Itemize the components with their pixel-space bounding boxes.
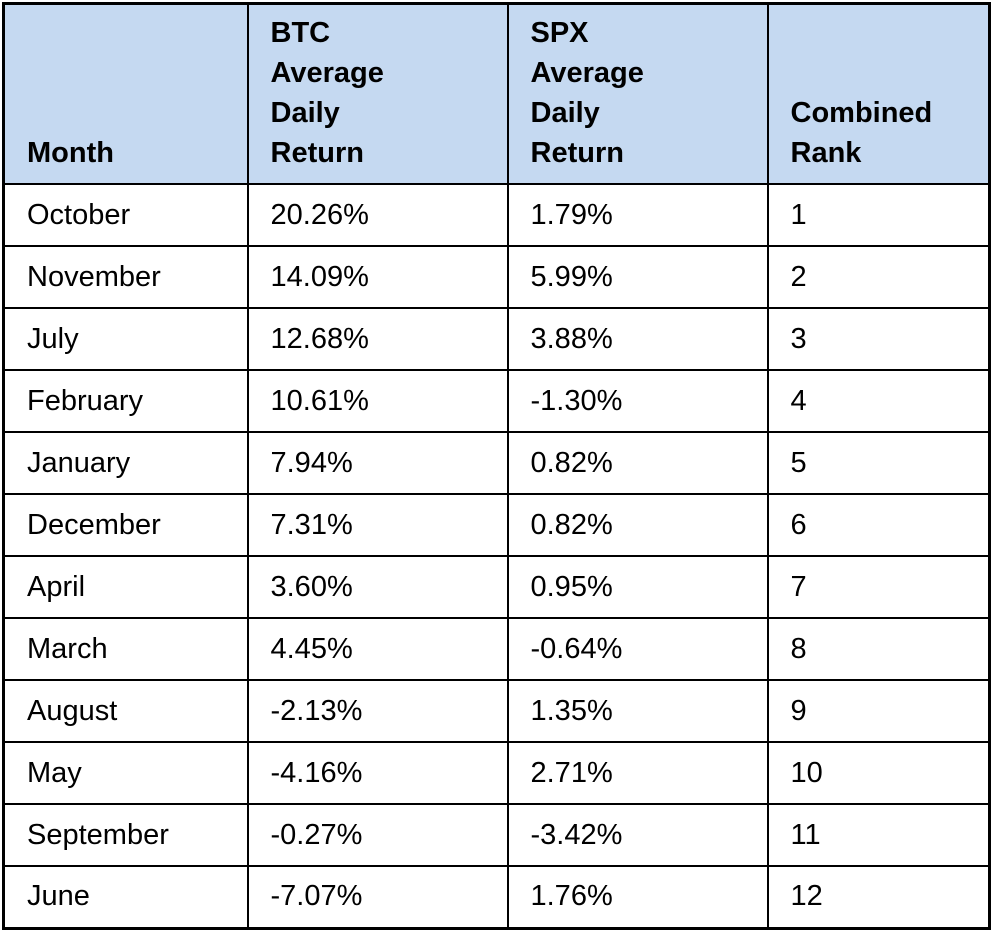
cell-btc-return: 7.94% <box>246 431 509 495</box>
cell-btc-return: 4.45% <box>246 617 509 681</box>
cell-month: March <box>2 617 249 681</box>
cell-rank: 10 <box>766 741 991 805</box>
cell-month: November <box>2 245 249 309</box>
table-body: October 20.26% 1.79% 1 November 14.09% 5… <box>2 183 991 929</box>
cell-month: September <box>2 803 249 867</box>
col-header-combined-rank: Combined Rank <box>766 2 991 185</box>
table-header: Month BTC Average Daily Return SPX Avera… <box>2 2 991 185</box>
table-row: November 14.09% 5.99% 2 <box>2 245 991 309</box>
cell-btc-return: 12.68% <box>246 307 509 371</box>
cell-month: December <box>2 493 249 557</box>
cell-month: July <box>2 307 249 371</box>
cell-rank: 8 <box>766 617 991 681</box>
table-row: June -7.07% 1.76% 12 <box>2 865 991 929</box>
cell-spx-return: 0.82% <box>506 431 769 495</box>
cell-spx-return: 3.88% <box>506 307 769 371</box>
cell-btc-return: -0.27% <box>246 803 509 867</box>
cell-btc-return: -7.07% <box>246 865 509 929</box>
cell-btc-return: -4.16% <box>246 741 509 805</box>
cell-btc-return: 20.26% <box>246 183 509 247</box>
table-row: March 4.45% -0.64% 8 <box>2 617 991 681</box>
table-row: May -4.16% 2.71% 10 <box>2 741 991 805</box>
col-header-btc-return: BTC Average Daily Return <box>246 2 509 185</box>
cell-btc-return: 14.09% <box>246 245 509 309</box>
cell-rank: 4 <box>766 369 991 433</box>
cell-rank: 3 <box>766 307 991 371</box>
cell-month: January <box>2 431 249 495</box>
cell-spx-return: -3.42% <box>506 803 769 867</box>
cell-rank: 5 <box>766 431 991 495</box>
table-row: April 3.60% 0.95% 7 <box>2 555 991 619</box>
table-row: August -2.13% 1.35% 9 <box>2 679 991 743</box>
cell-spx-return: 5.99% <box>506 245 769 309</box>
col-header-spx-return: SPX Average Daily Return <box>506 2 769 185</box>
cell-btc-return: 3.60% <box>246 555 509 619</box>
table-row: February 10.61% -1.30% 4 <box>2 369 991 433</box>
cell-spx-return: 2.71% <box>506 741 769 805</box>
cell-spx-return: 0.95% <box>506 555 769 619</box>
cell-spx-return: -1.30% <box>506 369 769 433</box>
cell-spx-return: 1.79% <box>506 183 769 247</box>
cell-month: February <box>2 369 249 433</box>
cell-rank: 11 <box>766 803 991 867</box>
header-row: Month BTC Average Daily Return SPX Avera… <box>2 2 991 185</box>
cell-spx-return: 1.76% <box>506 865 769 929</box>
cell-rank: 9 <box>766 679 991 743</box>
cell-month: August <box>2 679 249 743</box>
table-row: January 7.94% 0.82% 5 <box>2 431 991 495</box>
cell-btc-return: 10.61% <box>246 369 509 433</box>
table-row: September -0.27% -3.42% 11 <box>2 803 991 867</box>
cell-rank: 1 <box>766 183 991 247</box>
cell-spx-return: 1.35% <box>506 679 769 743</box>
table-row: July 12.68% 3.88% 3 <box>2 307 991 371</box>
cell-month: October <box>2 183 249 247</box>
cell-month: June <box>2 865 249 929</box>
table-row: October 20.26% 1.79% 1 <box>2 183 991 247</box>
cell-spx-return: -0.64% <box>506 617 769 681</box>
cell-rank: 7 <box>766 555 991 619</box>
cell-spx-return: 0.82% <box>506 493 769 557</box>
cell-rank: 12 <box>766 865 991 929</box>
col-header-month: Month <box>2 2 249 185</box>
cell-rank: 6 <box>766 493 991 557</box>
cell-month: April <box>2 555 249 619</box>
cell-month: May <box>2 741 249 805</box>
cell-rank: 2 <box>766 245 991 309</box>
cell-btc-return: -2.13% <box>246 679 509 743</box>
cell-btc-return: 7.31% <box>246 493 509 557</box>
table-row: December 7.31% 0.82% 6 <box>2 493 991 557</box>
